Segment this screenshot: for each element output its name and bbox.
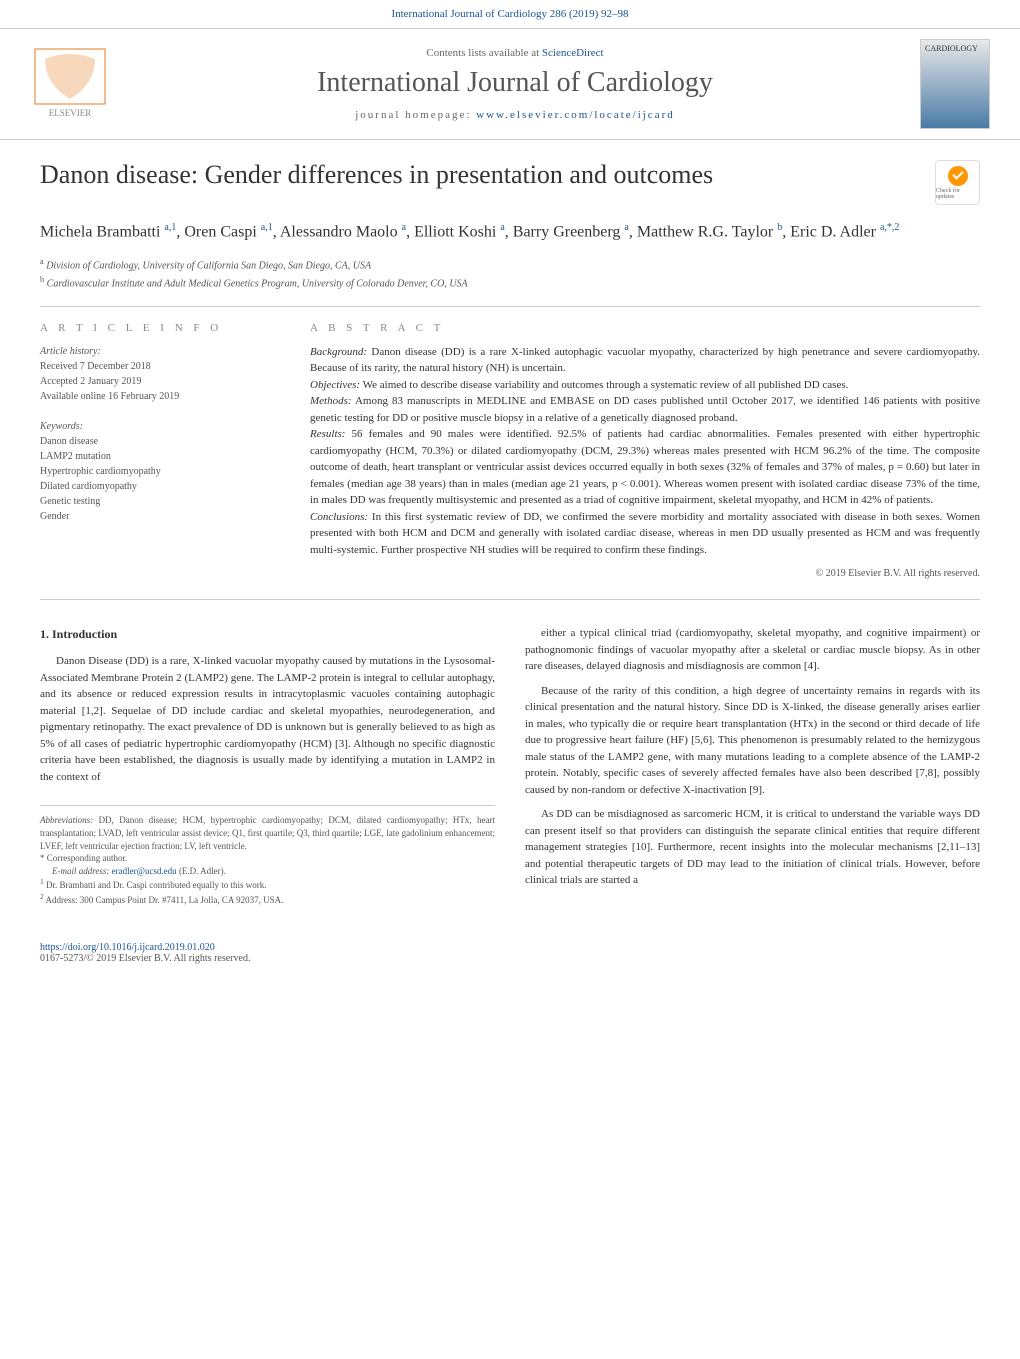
check-updates-button[interactable]: Check for updates	[935, 160, 980, 205]
abstract: A B S T R A C T Background: Danon diseas…	[310, 322, 980, 580]
sciencedirect-link[interactable]: ScienceDirect	[542, 47, 604, 59]
affiliations: a Division of Cardiology, University of …	[40, 256, 980, 291]
article-title: Danon disease: Gender differences in pre…	[40, 160, 915, 190]
email-link[interactable]: eradler@ucsd.edu	[112, 866, 177, 876]
history-label: Article history:	[40, 344, 280, 359]
journal-cover-icon: CARDIOLOGY	[920, 39, 990, 129]
abstract-copyright: © 2019 Elsevier B.V. All rights reserved…	[310, 568, 980, 579]
svg-text:ELSEVIER: ELSEVIER	[49, 108, 92, 118]
keywords-list: Danon diseaseLAMP2 mutationHypertrophic …	[40, 434, 280, 524]
received-date: Received 7 December 2018	[40, 359, 280, 374]
divider	[40, 599, 980, 600]
info-heading: A R T I C L E I N F O	[40, 322, 280, 334]
homepage-line: journal homepage: www.elsevier.com/locat…	[130, 109, 900, 121]
paragraph: Danon Disease (DD) is a rare, X-linked v…	[40, 653, 495, 785]
journal-header: ELSEVIER Contents lists available at Sci…	[0, 28, 1020, 140]
paragraph: either a typical clinical triad (cardiom…	[525, 625, 980, 675]
doi-link[interactable]: https://doi.org/10.1016/j.ijcard.2019.01…	[40, 942, 215, 953]
online-date: Available online 16 February 2019	[40, 389, 280, 404]
paragraph: Because of the rarity of this condition,…	[525, 683, 980, 799]
right-column: either a typical clinical triad (cardiom…	[525, 625, 980, 906]
footer: https://doi.org/10.1016/j.ijcard.2019.01…	[0, 927, 1020, 979]
abstract-heading: A B S T R A C T	[310, 322, 980, 334]
section-heading: 1. Introduction	[40, 625, 495, 643]
content-columns: 1. Introduction Danon Disease (DD) is a …	[40, 625, 980, 906]
accepted-date: Accepted 2 January 2019	[40, 374, 280, 389]
citation-link[interactable]: International Journal of Cardiology 286 …	[391, 8, 628, 20]
issn-copyright: 0167-5273/© 2019 Elsevier B.V. All right…	[40, 953, 250, 964]
abstract-body: Background: Danon disease (DD) is a rare…	[310, 344, 980, 559]
divider	[40, 306, 980, 307]
article-info: A R T I C L E I N F O Article history: R…	[40, 322, 280, 580]
left-column: 1. Introduction Danon Disease (DD) is a …	[40, 625, 495, 906]
journal-center: Contents lists available at ScienceDirec…	[130, 47, 900, 121]
keywords-label: Keywords:	[40, 419, 280, 434]
journal-title: International Journal of Cardiology	[130, 67, 900, 99]
check-icon	[948, 166, 968, 186]
paragraph: As DD can be misdiagnosed as sarcomeric …	[525, 806, 980, 889]
header-citation: International Journal of Cardiology 286 …	[0, 0, 1020, 28]
footnotes: Abbreviations: DD, Danon disease; HCM, h…	[40, 805, 495, 906]
contents-line: Contents lists available at ScienceDirec…	[130, 47, 900, 59]
elsevier-logo: ELSEVIER	[30, 44, 110, 124]
homepage-link[interactable]: www.elsevier.com/locate/ijcard	[476, 109, 675, 121]
authors: Michela Brambatti a,1, Oren Caspi a,1, A…	[40, 220, 980, 244]
article-main: Danon disease: Gender differences in pre…	[0, 140, 1020, 927]
